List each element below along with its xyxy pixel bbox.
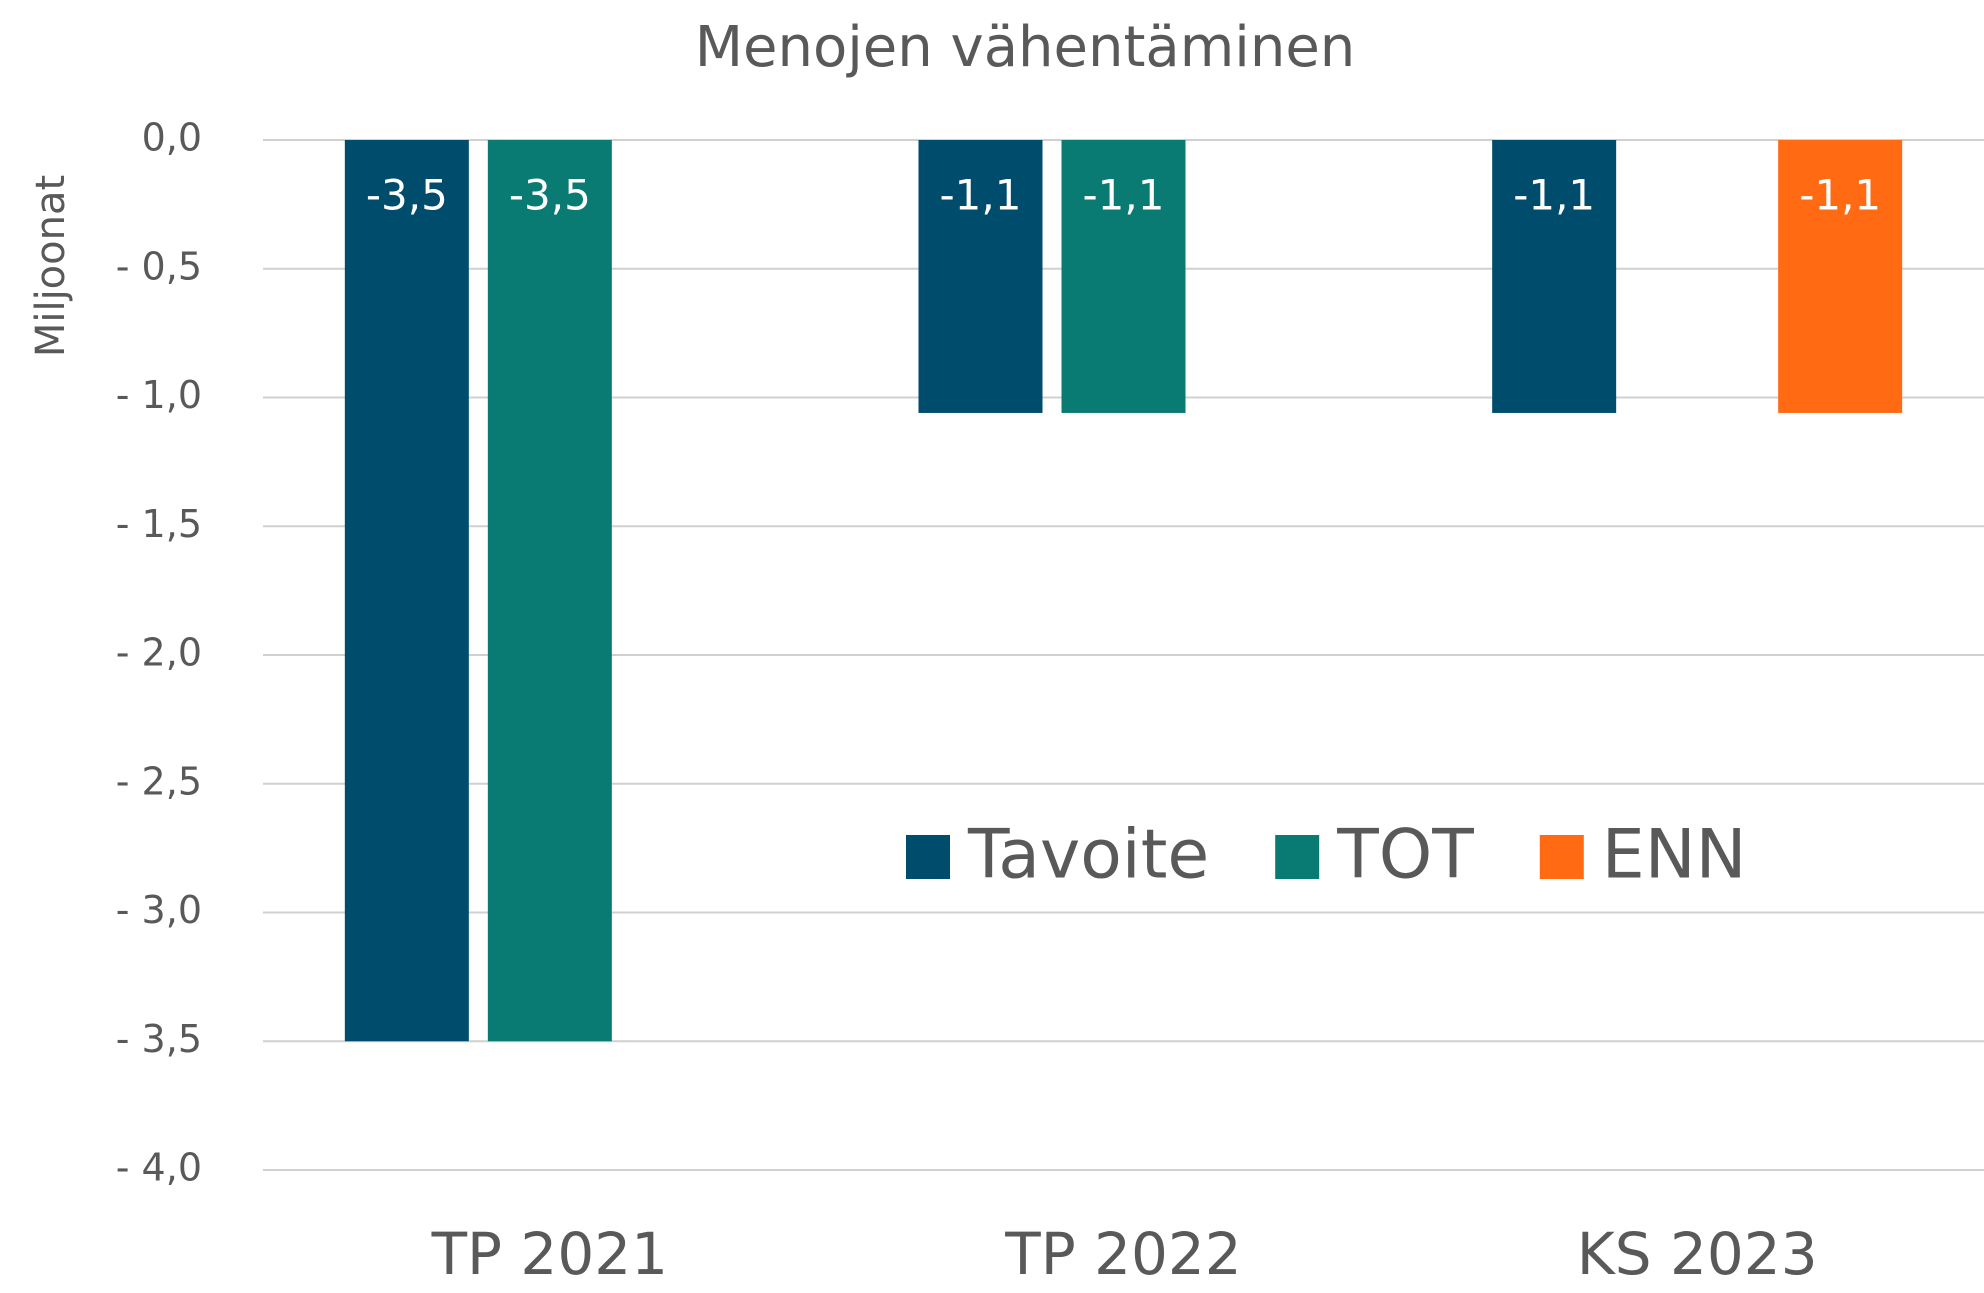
- y-tick-label: - 0,5: [116, 244, 202, 288]
- legend-swatch: [1275, 835, 1320, 879]
- legend-label: TOT: [1336, 816, 1474, 895]
- y-tick-label: - 2,0: [116, 631, 202, 675]
- y-tick-label: - 3,5: [116, 1017, 202, 1061]
- data-label: -3,5: [509, 171, 591, 220]
- y-tick-label: - 4,0: [116, 1146, 202, 1190]
- legend-swatch: [1539, 835, 1584, 879]
- y-tick-label: - 1,0: [116, 373, 202, 417]
- data-label: -1,1: [1513, 171, 1595, 220]
- legend-swatch: [906, 835, 950, 879]
- bar: [1778, 140, 1903, 413]
- data-label: -1,1: [1083, 171, 1165, 220]
- y-axis-label: Miljoonat: [28, 175, 74, 357]
- data-label: -3,5: [366, 171, 448, 220]
- x-tick-label: TP 2022: [1004, 1220, 1241, 1288]
- legend-label: Tavoite: [967, 816, 1209, 895]
- x-tick-label: KS 2023: [1577, 1220, 1818, 1288]
- bar: [918, 140, 1043, 413]
- bar: [487, 140, 612, 1042]
- legend-label: ENN: [1602, 816, 1747, 895]
- bar: [1061, 140, 1186, 413]
- y-tick-label: 0,0: [142, 116, 202, 160]
- data-label: -1,1: [940, 171, 1022, 220]
- chart-title: Menojen vähentäminen: [695, 15, 1356, 80]
- x-tick-label: TP 2021: [431, 1220, 668, 1288]
- bar: [1492, 140, 1617, 413]
- y-tick-label: - 3,0: [116, 888, 202, 932]
- y-tick-label: - 2,5: [116, 759, 202, 803]
- data-label: -1,1: [1799, 171, 1881, 220]
- bar: [344, 140, 469, 1042]
- y-tick-label: - 1,5: [116, 502, 202, 546]
